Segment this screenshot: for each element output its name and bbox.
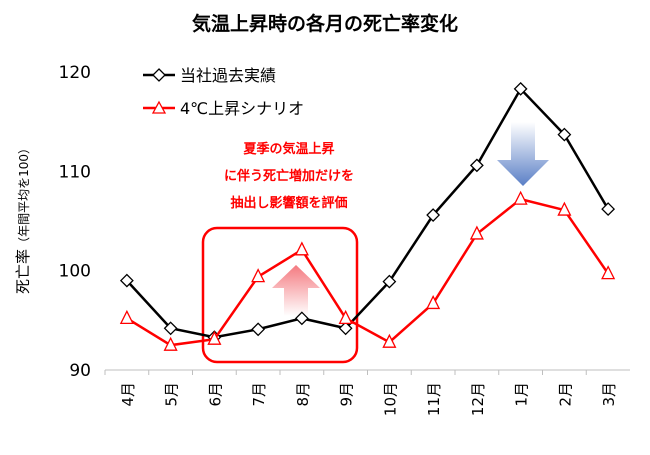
data-point	[119, 309, 134, 324]
y-tick-label: 120	[59, 63, 91, 83]
data-point	[338, 321, 353, 336]
x-tick-group: 12月	[469, 382, 487, 416]
chart-title: 気温上昇時の各月の死亡率変化	[192, 12, 458, 35]
data-point	[251, 322, 266, 337]
x-tick-label: 6月	[206, 382, 224, 407]
down-arrow-icon	[497, 122, 549, 186]
data-point	[207, 330, 222, 345]
legend-triangle-icon	[151, 100, 167, 114]
data-point	[119, 273, 134, 288]
x-tick-group: 10月	[381, 382, 399, 416]
x-tick-group: 4月	[119, 382, 137, 407]
y-tick-label: 100	[59, 262, 91, 282]
data-point	[163, 336, 178, 351]
x-tick-label: 3月	[600, 382, 618, 407]
x-tick-label: 2月	[556, 382, 574, 407]
data-point	[163, 321, 178, 336]
x-tick-label: 4月	[119, 382, 137, 407]
y-axis-label: 死亡率（年間平均を100）	[14, 142, 32, 294]
legend-label-scenario: 4℃上昇シナリオ	[180, 99, 304, 118]
legend-diamond-icon	[152, 68, 166, 82]
x-tick-group: 5月	[163, 382, 181, 407]
x-tick-group: 11月	[425, 382, 443, 416]
data-point	[251, 268, 266, 283]
x-tick-label: 9月	[338, 382, 356, 407]
data-point	[426, 294, 441, 310]
data-point	[557, 127, 572, 142]
x-tick-label: 1月	[513, 382, 531, 407]
highlight-box	[201, 226, 359, 364]
data-point	[338, 309, 353, 324]
x-tick-group: 9月	[338, 382, 356, 407]
data-point	[557, 201, 572, 216]
data-point	[469, 225, 484, 240]
data-point	[513, 81, 528, 96]
y-tick-label: 110	[59, 162, 91, 182]
annotation-line-2: に伴う死亡増加だけを	[224, 168, 354, 184]
x-tick-label: 7月	[250, 382, 268, 407]
x-tick-group: 6月	[206, 382, 224, 407]
annotation-line-1: 夏季の気温上昇	[242, 141, 334, 157]
y-tick-label: 90	[69, 361, 91, 381]
series-line-1	[126, 197, 610, 347]
data-point	[382, 274, 397, 289]
data-point	[382, 333, 397, 348]
data-point	[601, 265, 616, 280]
x-tick-group: 1月	[513, 382, 531, 407]
x-tick-group: 7月	[250, 382, 268, 407]
up-arrow-icon	[272, 265, 320, 316]
x-tick-group: 3月	[600, 382, 618, 407]
legend: 当社過去実績 4℃上昇シナリオ	[143, 66, 304, 118]
annotation-line-3: 抽出し影響額を評価	[230, 195, 347, 211]
data-point	[469, 158, 484, 173]
data-point	[601, 202, 616, 216]
data-point	[513, 190, 528, 205]
x-tick-label: 11月	[425, 382, 443, 416]
x-tick-label: 12月	[469, 382, 487, 416]
x-tick-label: 5月	[163, 382, 181, 407]
x-tick-group: 8月	[294, 382, 312, 407]
data-point	[426, 208, 441, 222]
x-tick-label: 10月	[381, 382, 399, 416]
data-point	[294, 311, 309, 326]
data-point	[294, 241, 309, 256]
x-tick-label: 8月	[294, 382, 312, 407]
legend-label-actual: 当社過去実績	[180, 66, 276, 85]
series-line-0	[125, 86, 610, 339]
x-tick-group: 2月	[556, 382, 574, 407]
